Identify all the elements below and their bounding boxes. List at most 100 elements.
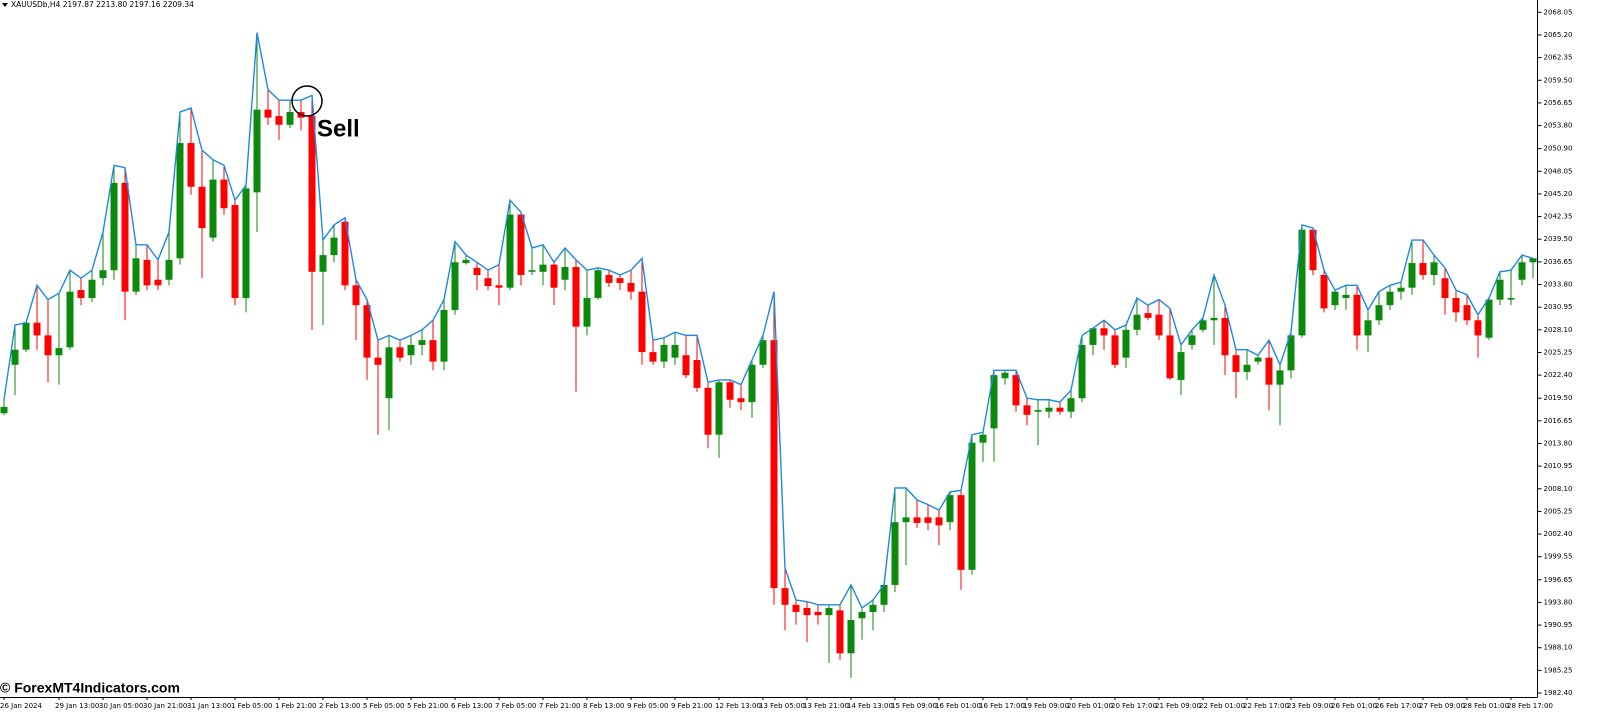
x-tick-label: 13 Feb 05:00: [759, 702, 805, 710]
x-tick-label: 20 Feb 01:00: [1067, 702, 1113, 710]
candle-body: [836, 610, 844, 654]
x-tick-label: 22 Feb 17:00: [1243, 702, 1289, 710]
candle-body: [792, 604, 800, 612]
candle-body: [1221, 317, 1229, 356]
x-tick-label: 23 Feb 09:00: [1287, 702, 1333, 710]
y-tick-label: 2008.10: [1544, 485, 1573, 493]
candle-body: [1122, 329, 1130, 358]
candle-body: [1254, 357, 1262, 362]
candle-body: [1518, 262, 1526, 280]
candle-body: [1397, 287, 1405, 292]
candle-body: [33, 322, 41, 336]
y-tick-label: 1990.95: [1544, 621, 1573, 629]
candle-body: [1276, 370, 1284, 385]
indicator-line: [3, 32, 1534, 610]
candle-body: [1166, 335, 1174, 379]
sell-annotation: Sell: [317, 115, 360, 142]
candle-body: [1265, 357, 1273, 385]
signal-circle: [291, 85, 323, 117]
candle-body: [451, 262, 459, 310]
candle-body: [616, 278, 624, 283]
candle-body: [341, 221, 349, 286]
x-tick-label: 26 Jan 2024: [0, 702, 43, 710]
x-tick-label: 19 Feb 09:00: [1023, 702, 1069, 710]
candle-body: [660, 344, 668, 362]
candle-body: [693, 360, 701, 388]
candle-body: [924, 517, 932, 523]
candle-body: [165, 259, 173, 280]
y-tick-label: 2005.25: [1544, 507, 1573, 515]
candle-body: [781, 588, 789, 605]
candle-body: [396, 347, 404, 358]
candle-body: [198, 186, 206, 229]
candle-body: [77, 290, 85, 299]
candle-body: [275, 116, 283, 125]
candle-body: [1441, 278, 1449, 299]
candle-body: [1309, 229, 1317, 271]
x-tick-label: 28 Feb 17:00: [1507, 702, 1553, 710]
candle-body: [319, 255, 327, 272]
candle-body: [88, 279, 96, 299]
x-tick-label: 16 Feb 17:00: [979, 702, 1025, 710]
watermark: © ForexMT4Indicators.com: [0, 680, 180, 696]
y-tick-label: 2025.25: [1544, 348, 1573, 356]
candle-body: [869, 604, 877, 612]
candle-body: [682, 355, 690, 376]
y-tick-label: 2028.10: [1544, 326, 1573, 334]
candle-body: [330, 237, 338, 256]
candle-body: [187, 143, 195, 187]
x-tick-label: 12 Feb 13:00: [715, 702, 761, 710]
candle-body: [176, 143, 184, 259]
candle-body: [374, 357, 382, 365]
candle-body: [352, 285, 360, 306]
candle-body: [1485, 299, 1493, 338]
y-tick-label: 1988.10: [1544, 644, 1573, 652]
y-tick-label: 2065.20: [1544, 31, 1573, 39]
y-tick-label: 2030.95: [1544, 303, 1573, 311]
symbol-header: XAUUSDb,H4 2197.87 2213.80 2197.16 2209.…: [11, 0, 194, 9]
candle-body: [1155, 314, 1163, 336]
candle-body: [253, 109, 261, 193]
candle-body: [286, 112, 294, 125]
candle-body: [1056, 407, 1064, 412]
candle-body: [440, 309, 448, 362]
x-tick-label: 5 Feb 21:00: [407, 702, 448, 710]
y-tick-label: 2068.05: [1544, 8, 1573, 16]
candle-body: [385, 347, 393, 399]
candle-body: [1034, 410, 1042, 412]
candle-body: [55, 348, 63, 356]
candle-body: [1243, 364, 1251, 372]
candle-body: [704, 387, 712, 435]
x-tick-label: 26 Feb 17:00: [1375, 702, 1421, 710]
candle-body: [429, 340, 437, 362]
y-tick-label: 2059.50: [1544, 76, 1573, 84]
candle-body: [0, 406, 8, 414]
candle-body: [913, 517, 921, 523]
candle-body: [1474, 320, 1482, 336]
candle-body: [110, 182, 118, 271]
x-tick-label: 26 Feb 01:00: [1331, 702, 1377, 710]
candle-body: [1496, 279, 1504, 300]
x-tick-label: 5 Feb 05:00: [363, 702, 404, 710]
x-tick-label: 9 Feb 21:00: [671, 702, 712, 710]
candle-body: [1320, 274, 1328, 309]
candle-body: [715, 382, 723, 435]
candle-body: [1001, 372, 1009, 379]
candle-body: [1529, 258, 1537, 263]
y-tick-label: 1999.55: [1544, 553, 1573, 561]
y-tick-label: 2053.80: [1544, 122, 1573, 130]
candle-body: [814, 611, 822, 616]
candle-body: [1287, 335, 1295, 371]
y-tick-label: 2013.80: [1544, 439, 1573, 447]
candle-body: [957, 495, 965, 570]
candle-body: [1375, 305, 1383, 321]
candle-body: [737, 398, 745, 403]
candle-body: [231, 205, 239, 299]
candle-body: [407, 344, 415, 356]
candle-body: [605, 274, 613, 283]
y-tick-label: 2019.50: [1544, 394, 1573, 402]
y-tick-label: 2039.50: [1544, 235, 1573, 243]
candle-body: [968, 442, 976, 570]
candle-body: [99, 270, 107, 279]
candle-body: [1364, 320, 1372, 336]
